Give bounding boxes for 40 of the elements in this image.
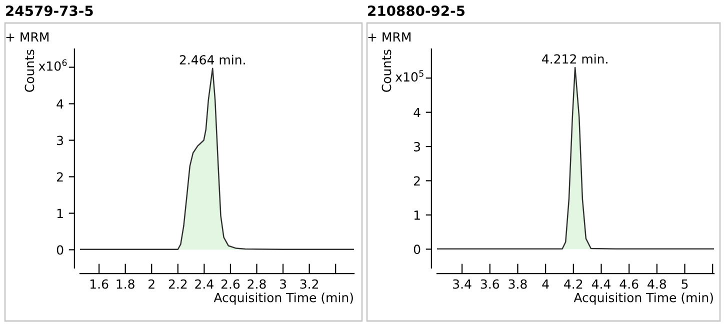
x-tick-label: 4.2	[564, 279, 582, 289]
x-tick-label: 4.8	[648, 279, 666, 289]
y-tick-label: 2	[56, 172, 63, 182]
x-tick-label: 2.8	[248, 279, 266, 289]
chart-subtitle: + MRM	[6, 32, 48, 42]
x-tick-label: 5	[682, 279, 688, 289]
x-tick-label: 2.2	[168, 279, 187, 289]
annotation: 4.212 min.	[542, 54, 608, 64]
chart-title: 210880-92-5	[368, 6, 465, 16]
y-tick-label: 0	[56, 245, 64, 255]
x-tick-label: 3.4	[453, 279, 472, 289]
y-tick-label: 4	[56, 99, 64, 108]
x-tick-label: 3.6	[480, 279, 500, 289]
y-tick-label: 2	[414, 176, 420, 186]
x-tick-label: 2.6	[221, 279, 240, 289]
y-tick-label: 1	[414, 210, 420, 220]
x-tick-label: 4.6	[620, 279, 638, 289]
x-tick-label: 1.8	[116, 279, 134, 289]
x-tick-label: 4	[542, 279, 549, 289]
x-tick-label: 1.6	[90, 279, 108, 289]
y-tick-label: 3	[57, 136, 64, 146]
y-axis-title: Counts	[382, 50, 392, 92]
text: x10$^{6}$	[38, 59, 67, 71]
y-tick-label: 1	[57, 208, 63, 218]
chart-title: 24579-73-5	[6, 6, 93, 16]
y-axis-title: Counts	[24, 50, 34, 92]
y-tick-label: 4	[414, 108, 420, 118]
x-axis-title: Acquisition Time (min)	[574, 292, 713, 305]
y-tick-label: 3	[414, 142, 420, 152]
x-axis-title: Acquisition Time (min)	[214, 292, 353, 305]
y-tick-label: 0	[414, 244, 420, 254]
chart-subtitle: + MRM	[368, 32, 410, 42]
x-tick-label: 3.8	[508, 279, 527, 289]
x-tick-label: 4.4	[592, 279, 610, 289]
x-tick-label: 3	[280, 279, 286, 289]
annotation: 2.464 min.	[180, 54, 245, 65]
x-tick-label: 2.4	[195, 279, 214, 289]
x-tick-label: 2	[148, 279, 154, 289]
x-tick-label: 3.2	[300, 279, 318, 289]
text: x10$^{5}$	[396, 70, 424, 82]
